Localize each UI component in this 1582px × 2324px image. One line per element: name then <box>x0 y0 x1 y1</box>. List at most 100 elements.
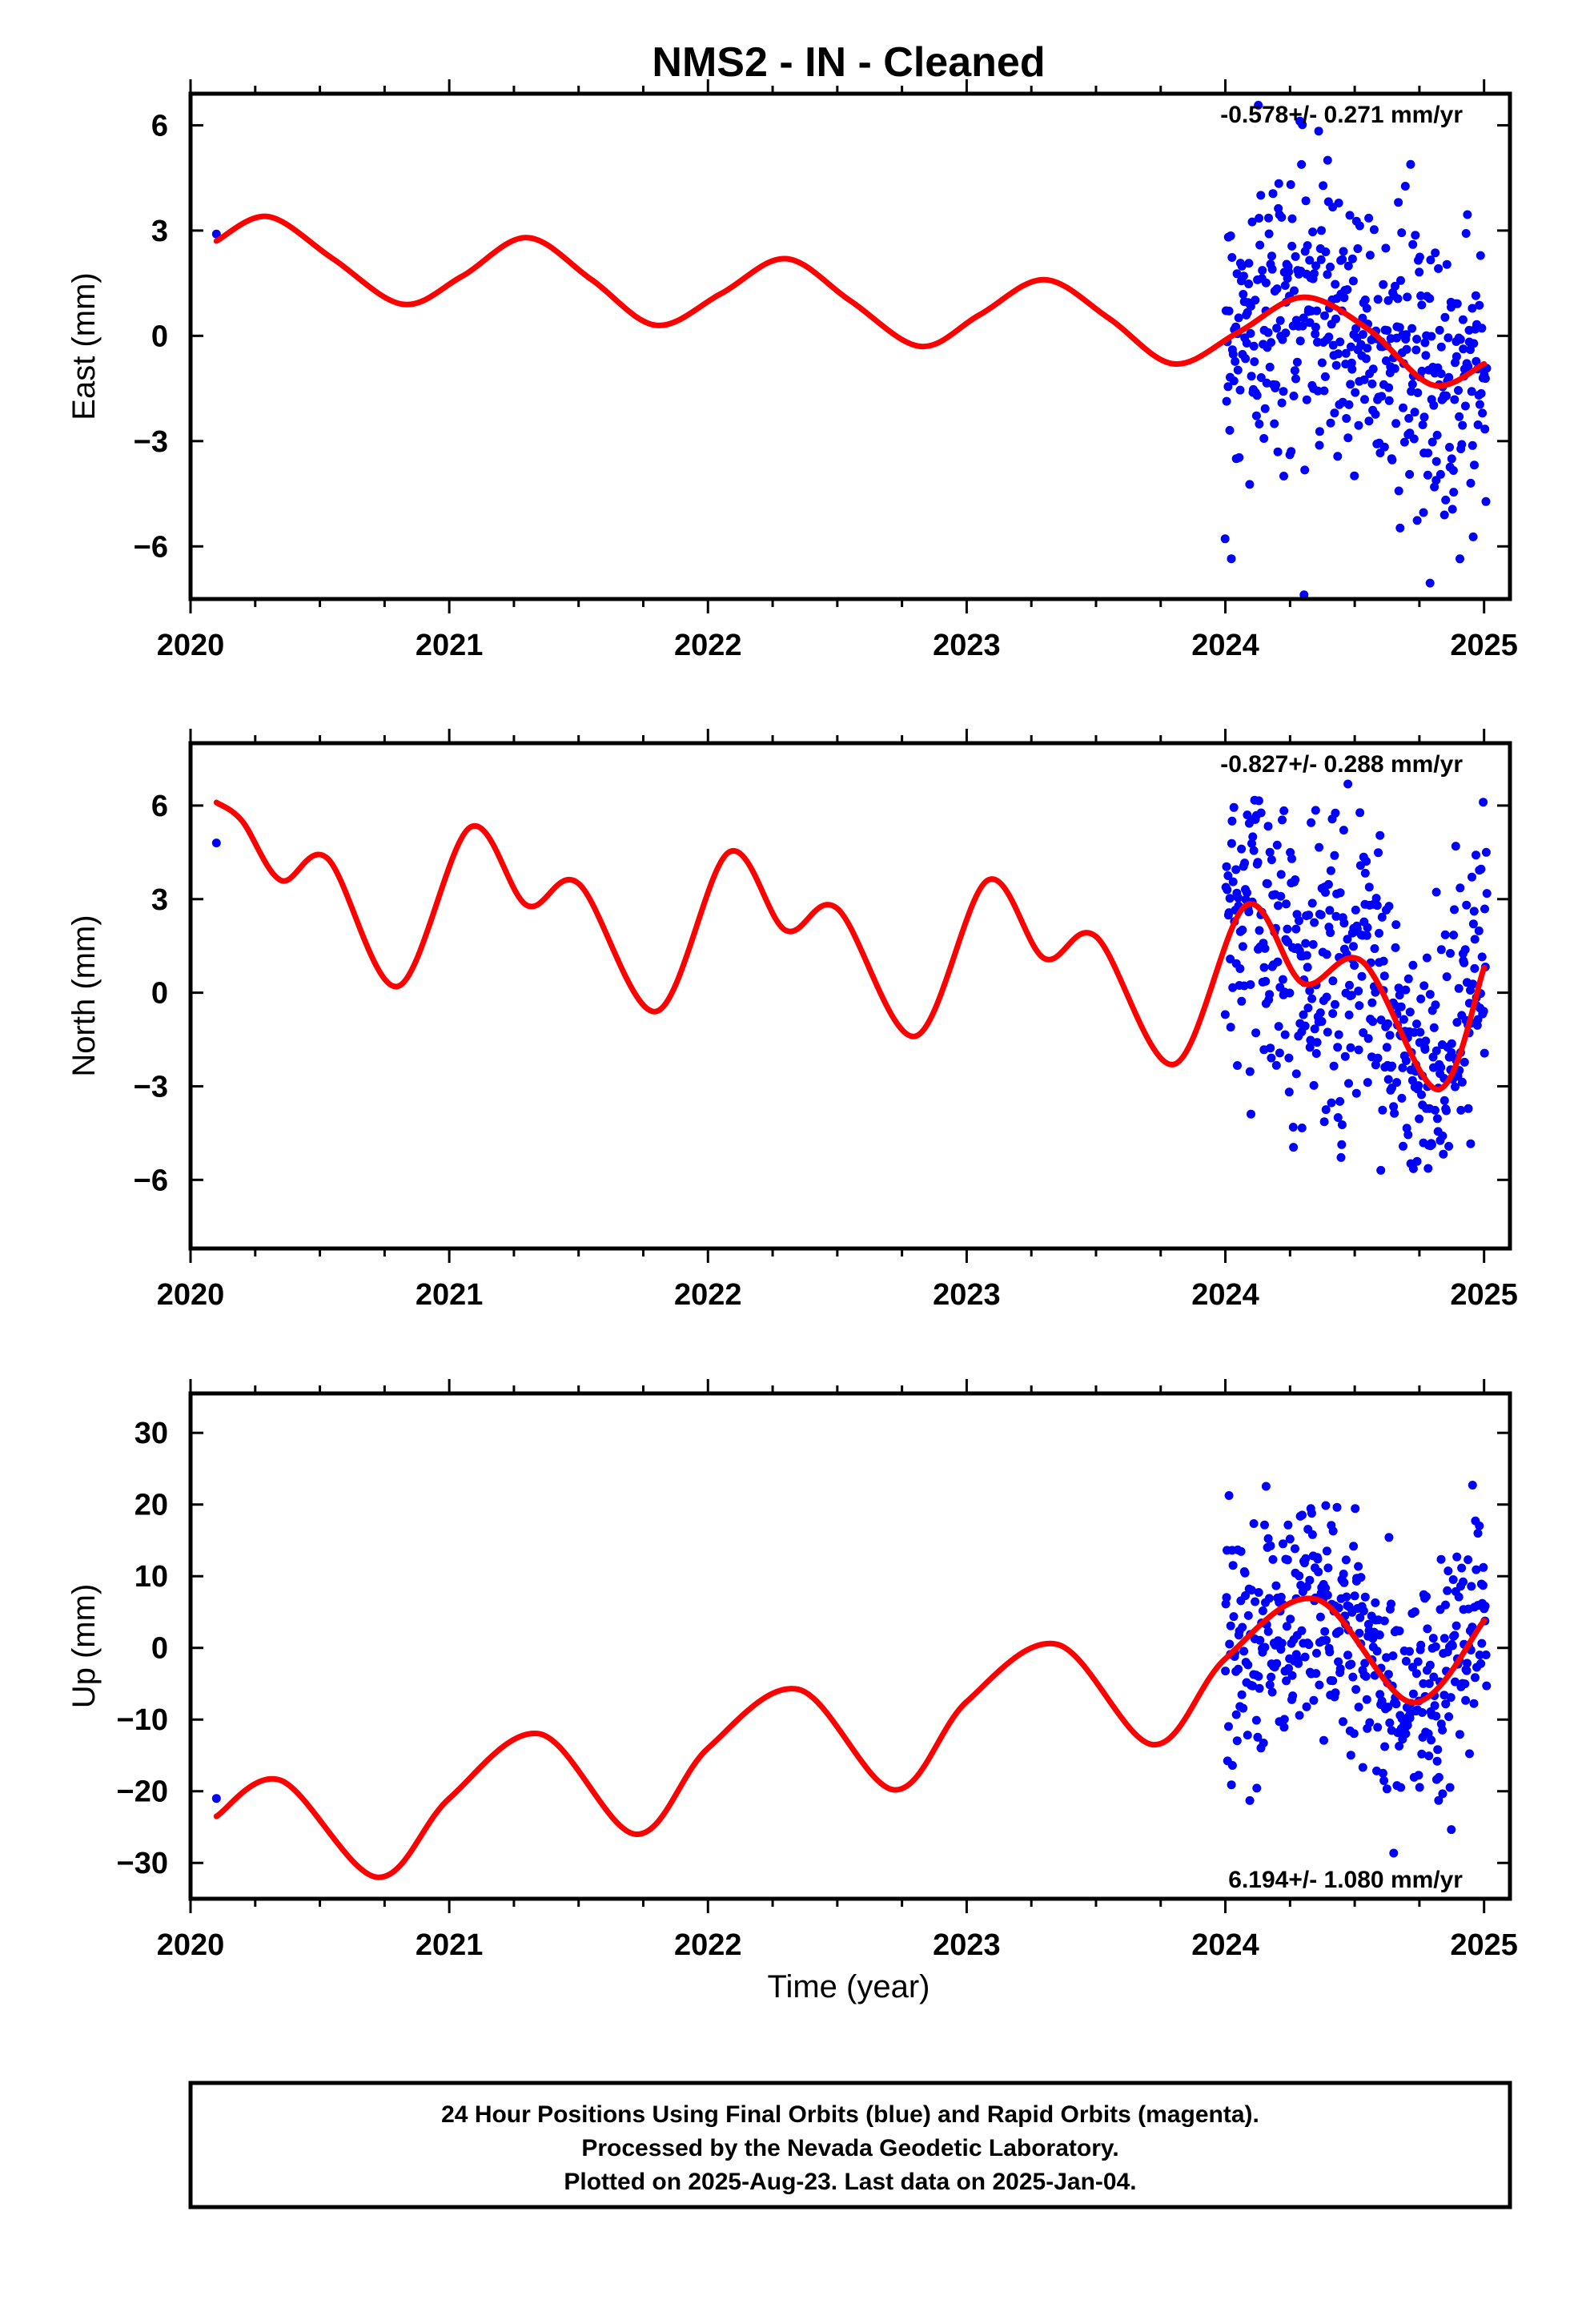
east-data-point <box>1319 386 1329 396</box>
north-data-point <box>1444 1141 1454 1151</box>
east-data-point <box>1396 275 1405 285</box>
north-data-point <box>1438 1131 1447 1140</box>
up-data-point <box>1422 1592 1431 1602</box>
east-data-point <box>1262 378 1271 388</box>
up-data-point <box>1354 1703 1363 1712</box>
north-data-point <box>1456 883 1465 893</box>
east-data-point <box>1425 294 1435 304</box>
up-data-point <box>1288 1691 1298 1701</box>
east-data-point <box>1463 210 1472 219</box>
north-data-point <box>1399 1141 1407 1151</box>
up-data-point <box>1445 1783 1455 1792</box>
north-data-point <box>1270 724 1279 733</box>
north-data-point <box>1376 1015 1386 1025</box>
east-data-point <box>1265 362 1275 372</box>
east-data-point <box>1335 337 1345 347</box>
east-data-point <box>1475 400 1484 409</box>
east-data-point <box>1460 401 1470 411</box>
east-data-point <box>1259 434 1269 443</box>
east-data-point <box>1227 554 1236 564</box>
north-data-point <box>1363 1078 1372 1088</box>
up-data-point <box>1471 1673 1480 1683</box>
north-data-point <box>1328 1009 1338 1019</box>
north-data-point <box>1452 1018 1462 1027</box>
east-data-point <box>1436 369 1446 379</box>
north-data-point <box>1246 980 1255 989</box>
up-data-point <box>1439 1634 1449 1643</box>
east-xtick-label: 2023 <box>933 629 1001 662</box>
up-data-point <box>1251 1715 1261 1725</box>
north-data-point <box>1304 911 1314 920</box>
north-data-point <box>1460 1057 1469 1067</box>
up-data-point <box>1297 1626 1307 1635</box>
up-data-point <box>1465 1749 1474 1759</box>
east-data-point <box>1466 478 1476 488</box>
east-data-point <box>1323 270 1332 279</box>
up-panel: 30 20 10 0 −10 −20 −30 2020 2021 2022 2023 2024 2025… <box>66 1379 1518 1962</box>
north-data-point <box>1479 1007 1488 1016</box>
east-data-point <box>1351 324 1361 333</box>
north-data-point <box>1289 1143 1299 1152</box>
north-data-point <box>1447 1039 1456 1048</box>
up-data-point <box>1388 1651 1398 1661</box>
east-data-point <box>1272 284 1282 294</box>
east-data-point <box>1330 408 1339 418</box>
up-data-point <box>1383 1703 1393 1712</box>
north-data-point <box>1220 1010 1230 1019</box>
north-data-point <box>1427 1140 1436 1149</box>
up-data-point <box>1459 1577 1468 1586</box>
east-data-point <box>1234 313 1243 323</box>
north-data-point <box>1225 894 1235 903</box>
east-data-point <box>1279 472 1288 480</box>
up-data-point <box>1243 1660 1253 1670</box>
up-data-point <box>1302 1702 1311 1711</box>
north-data-point <box>1449 931 1459 940</box>
east-data-point <box>1291 251 1300 261</box>
up-data-point <box>1417 1749 1427 1759</box>
east-data-point <box>1270 419 1279 428</box>
north-data-point <box>1310 918 1319 927</box>
north-data-point <box>1425 990 1435 999</box>
east-xtick-label: 2020 <box>157 629 225 662</box>
east-data-point <box>1449 488 1459 497</box>
north-data-point <box>1412 1156 1422 1166</box>
up-y-axis-label: Up (mm) <box>66 1584 102 1709</box>
east-data-point <box>1364 213 1374 223</box>
north-data-point <box>1287 854 1296 863</box>
east-data-point <box>1419 412 1429 422</box>
east-data-point <box>1328 340 1338 350</box>
east-data-point <box>1303 241 1312 251</box>
north-data-point <box>1481 847 1491 857</box>
east-data-point <box>1316 255 1326 264</box>
up-data-point <box>1477 1638 1487 1648</box>
north-data-point <box>1317 1017 1327 1026</box>
north-data-point <box>1408 960 1418 970</box>
east-data-point <box>1402 344 1411 354</box>
east-data-point <box>1455 412 1464 421</box>
north-data-point <box>1265 847 1275 857</box>
up-data-point <box>1315 1612 1325 1622</box>
up-ytick-label: 30 <box>135 1417 168 1450</box>
east-data-point <box>1267 338 1276 348</box>
up-data-point <box>1255 1683 1264 1693</box>
up-data-point <box>1283 1520 1293 1530</box>
up-data-point <box>1460 1679 1470 1689</box>
east-data-point <box>1277 398 1287 408</box>
north-data-point <box>1407 1076 1417 1085</box>
east-data-point <box>1274 179 1283 188</box>
up-data-point <box>1371 1598 1380 1607</box>
up-data-point <box>1227 1761 1237 1770</box>
up-data-point <box>1461 1695 1471 1705</box>
north-data-point <box>1337 1140 1347 1149</box>
up-data-point <box>1254 1671 1263 1681</box>
east-data-point <box>1407 380 1417 389</box>
north-data-point <box>1263 822 1273 831</box>
north-data-point <box>1344 1079 1353 1088</box>
up-data-point <box>1224 1491 1234 1500</box>
up-data-point <box>1448 1575 1458 1584</box>
north-data-point <box>1223 885 1232 895</box>
east-data-point <box>1445 443 1454 452</box>
up-data-point <box>1271 1581 1281 1590</box>
up-data-point <box>1267 1672 1276 1682</box>
